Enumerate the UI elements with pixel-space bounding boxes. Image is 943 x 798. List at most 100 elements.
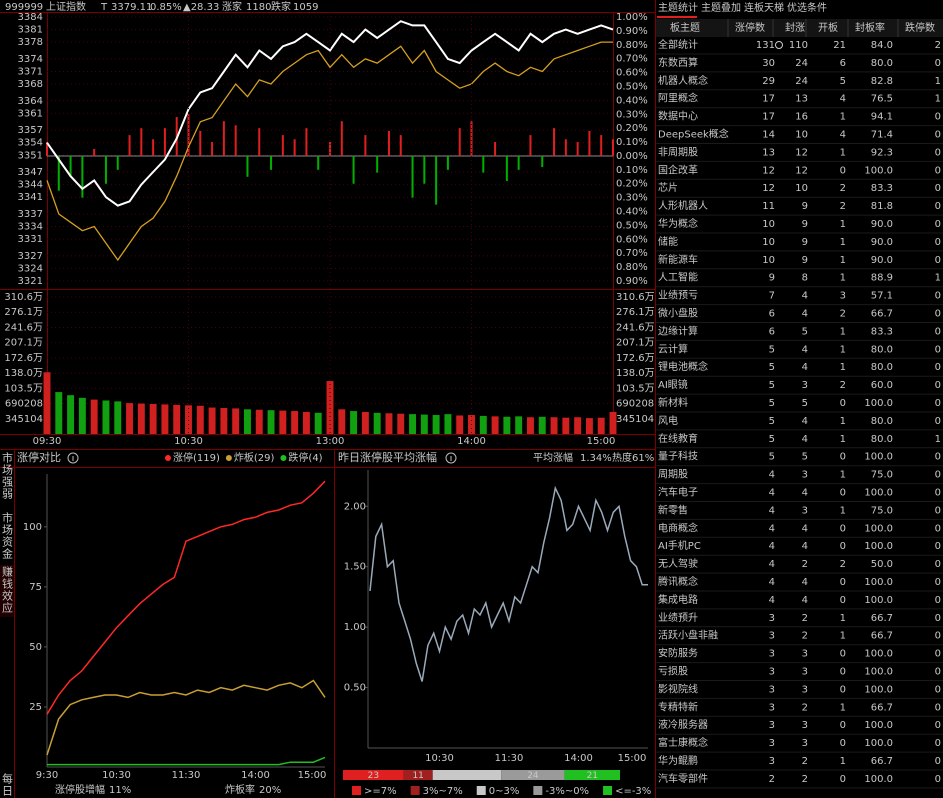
table-cell: 1 (840, 237, 846, 248)
column-header[interactable]: 跌停数 (905, 21, 935, 34)
theme-name[interactable]: 集成电路 (658, 593, 698, 606)
table-cell: 3 (802, 505, 808, 516)
table-cell: 2 (802, 559, 808, 570)
table-cell: 1 (840, 273, 846, 284)
signal-bar (140, 128, 143, 156)
theme-name[interactable]: 汽车电子 (658, 486, 698, 499)
signal-bar (270, 155, 273, 170)
signal-bar (293, 139, 296, 156)
table-tab[interactable]: 连板天梯 (744, 1, 784, 14)
theme-name[interactable]: AI手机PC (658, 539, 701, 552)
y-tick-label: 0.50 (344, 683, 366, 694)
x-tick-label: 10:30 (102, 770, 131, 781)
theme-name[interactable]: 人形机器人 (658, 199, 708, 212)
theme-name[interactable]: 风电 (658, 414, 678, 427)
signal-bar (458, 128, 461, 156)
price-line (46, 20, 614, 207)
table-cell: 3 (802, 649, 808, 660)
theme-name[interactable]: 新材料 (658, 396, 688, 409)
volume-bar (456, 415, 464, 434)
theme-name[interactable]: 数据中心 (658, 110, 698, 123)
signal-bar (600, 135, 603, 156)
theme-name[interactable]: 新零售 (658, 503, 688, 516)
table-cell: 4 (769, 559, 775, 570)
theme-name[interactable]: 云计算 (658, 342, 688, 355)
table-cell: 0 (935, 237, 941, 248)
table-cell: 3 (769, 631, 775, 642)
signal-bar (588, 130, 591, 156)
theme-name[interactable]: 国企改革 (658, 163, 698, 176)
theme-name[interactable]: 东数西算 (658, 56, 698, 69)
y-tick-label: 1.00 (344, 622, 366, 633)
y2-tick-label: 0.80% (616, 262, 648, 273)
theme-name[interactable]: 业绩预升 (658, 611, 698, 624)
signal-bar (246, 155, 249, 177)
theme-name[interactable]: 新能源车 (658, 253, 698, 266)
table-cell: 1 (935, 434, 941, 445)
y-tick-label: 3354 (18, 138, 43, 149)
column-header[interactable]: 板主题 (670, 21, 700, 34)
volume-bar (609, 411, 617, 434)
theme-name[interactable]: 电商概念 (658, 521, 698, 534)
theme-name[interactable]: 华为概念 (658, 217, 698, 230)
table-cell: 0 (935, 702, 941, 713)
signal-bar (317, 155, 320, 170)
table-cell: 100.0 (864, 649, 893, 660)
theme-name[interactable]: 人工智能 (658, 271, 698, 284)
table-tab[interactable]: 主题统计 (658, 1, 698, 14)
table-cell: 0 (935, 667, 941, 678)
column-header[interactable]: 涨停数 (735, 21, 765, 34)
volume-bar (491, 416, 499, 434)
table-tab[interactable]: 优选条件 (787, 1, 827, 14)
table-cell: 10 (795, 130, 808, 141)
theme-name[interactable]: 阿里概念 (658, 92, 698, 105)
theme-name[interactable]: 影视院线 (658, 682, 698, 695)
theme-name[interactable]: 无人驾驶 (658, 557, 698, 570)
table-tab[interactable]: 主题叠加 (701, 2, 741, 14)
volume-bar (173, 404, 181, 434)
theme-name[interactable]: 液冷服务器 (658, 718, 708, 731)
table-cell: 5 (769, 398, 775, 409)
theme-name[interactable]: 亏损股 (658, 665, 688, 678)
theme-name[interactable]: 富士康概念 (658, 736, 708, 749)
theme-name[interactable]: 芯片 (658, 181, 678, 194)
theme-name[interactable]: 业绩预亏 (658, 289, 698, 302)
table-cell: 3 (840, 291, 846, 302)
theme-name[interactable]: 汽车零部件 (658, 772, 708, 785)
volume-tick-label-right: 207.1万 (616, 338, 655, 349)
theme-name[interactable]: 微小盘股 (658, 307, 698, 320)
theme-name[interactable]: 华为鲲鹏 (658, 754, 698, 767)
table-cell: 1 (935, 94, 941, 105)
theme-name[interactable]: 专精特新 (658, 700, 698, 713)
column-header[interactable]: 开板 (818, 21, 838, 34)
table-cell: 0 (935, 255, 941, 266)
theme-name[interactable]: 全部统计 (658, 38, 698, 51)
signal-bar (340, 121, 343, 156)
theme-name[interactable]: 非周期股 (658, 146, 698, 158)
theme-name[interactable]: 边缘计算 (658, 324, 698, 337)
signal-bar (423, 155, 426, 184)
table-cell: 0 (935, 541, 941, 552)
theme-name[interactable]: AI眼镜 (658, 378, 688, 391)
theme-name[interactable]: 安防服务 (658, 647, 698, 660)
table-cell: 83.3 (871, 326, 893, 337)
signal-bar (281, 135, 284, 156)
legend-swatch (476, 786, 486, 795)
table-cell: 66.7 (871, 309, 893, 320)
theme-name[interactable]: 机器人概念 (658, 74, 708, 87)
legend-label: 0~3% (489, 786, 520, 797)
theme-name[interactable]: 周期股 (658, 469, 688, 481)
theme-name[interactable]: 锂电池概念 (658, 360, 708, 373)
theme-name[interactable]: 活跃小盘非融 (658, 629, 718, 642)
signal-bar (541, 155, 544, 168)
theme-name[interactable]: DeepSeek概念 (658, 128, 729, 141)
theme-name[interactable]: 储能 (658, 235, 678, 248)
y2-tick-label: 0.90% (616, 26, 648, 37)
theme-name[interactable]: 量子科技 (658, 450, 698, 463)
table-cell: 2 (840, 201, 846, 212)
column-header[interactable]: 封涨 (785, 21, 805, 34)
column-header[interactable]: 封板率 (855, 21, 885, 34)
theme-name[interactable]: 在线教育 (658, 432, 698, 445)
theme-name[interactable]: 腾讯概念 (658, 575, 698, 588)
table-cell: 3 (769, 720, 775, 731)
